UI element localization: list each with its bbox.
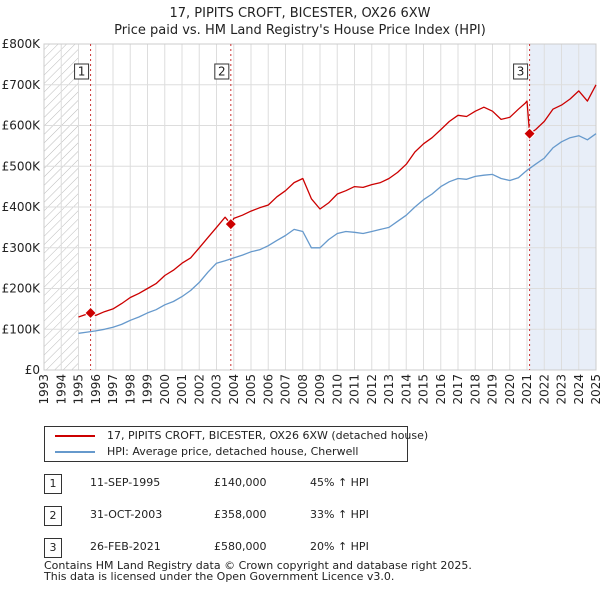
footer-copyright: Contains HM Land Registry data © Crown c… — [44, 559, 472, 572]
x-tick-label: 2018 — [468, 374, 482, 405]
x-tick-label: 2024 — [572, 374, 586, 405]
sale-point-marker — [84, 306, 97, 320]
x-tick-label: 2007 — [279, 374, 293, 405]
legend-label-hpi: HPI: Average price, detached house, Cher… — [107, 445, 359, 458]
x-tick-label: 2014 — [399, 374, 413, 405]
x-tick-label: 2011 — [348, 374, 362, 405]
x-tick-label: 2012 — [365, 374, 379, 405]
x-tick-label: 2002 — [192, 374, 206, 405]
legend-swatch-property — [55, 435, 95, 437]
sale-date: 11-SEP-1995 — [90, 476, 161, 489]
legend-label-property: 17, PIPITS CROFT, BICESTER, OX26 6XW (de… — [107, 429, 429, 442]
series-line — [78, 84, 597, 318]
x-tick-label: 2017 — [451, 374, 465, 405]
y-tick-label: £0 — [25, 363, 40, 377]
y-tick-label: £300K — [2, 241, 42, 255]
chart-subtitle: Price paid vs. HM Land Registry's House … — [114, 23, 486, 38]
y-tick-label: £400K — [2, 200, 42, 214]
x-tick-label: 2020 — [503, 374, 517, 405]
x-tick-label: 2000 — [158, 374, 172, 405]
y-tick-label: £700K — [2, 78, 42, 92]
sale-row: 2 31-OCT-2003 £358,000 33% ↑ HPI — [44, 506, 464, 526]
x-tick-label: 2021 — [520, 374, 534, 405]
x-tick-label: 2003 — [210, 374, 224, 405]
series-line — [78, 133, 597, 334]
sale-number-badge: 2 — [44, 506, 62, 526]
plot-frame — [43, 43, 597, 371]
y-tick-label: £200K — [2, 282, 42, 296]
sale-marker-label: 1 — [78, 65, 86, 79]
sale-hpi-diff: 33% ↑ HPI — [310, 508, 369, 521]
sale-marker-label: 2 — [218, 65, 226, 79]
x-tick-label: 1997 — [106, 374, 120, 405]
x-tick-label: 2008 — [296, 374, 310, 405]
footer: Contains HM Land Registry data © Crown c… — [44, 560, 472, 582]
x-tick-label: 2001 — [175, 374, 189, 405]
y-tick-label: £500K — [2, 159, 42, 173]
x-tick-label: 2023 — [555, 374, 569, 405]
sale-hpi-diff: 20% ↑ HPI — [310, 540, 369, 553]
sale-price: £358,000 — [214, 508, 267, 521]
x-tick-label: 2019 — [486, 374, 500, 405]
sale-date: 26-FEB-2021 — [90, 540, 161, 553]
x-tick-label: 1994 — [54, 374, 68, 405]
sale-point-marker — [224, 217, 238, 231]
x-tick-label: 2006 — [261, 374, 275, 405]
sale-marker-box — [74, 63, 90, 80]
sale-marker-box — [513, 63, 529, 80]
x-tick-label: 2025 — [589, 374, 600, 405]
sale-marker-box — [214, 63, 230, 80]
legend-swatch-hpi — [55, 451, 95, 453]
sale-number-badge: 1 — [44, 474, 62, 494]
x-tick-label: 1996 — [89, 374, 103, 405]
chart-title: 17, PIPITS CROFT, BICESTER, OX26 6XW — [169, 6, 430, 21]
price-chart: 17, PIPITS CROFT, BICESTER, OX26 6XW Pri… — [2, 6, 600, 405]
x-tick-label: 2004 — [227, 374, 241, 405]
x-tick-label: 2016 — [434, 374, 448, 405]
footer-licence: This data is licensed under the Open Gov… — [44, 570, 395, 583]
x-tick-label: 2022 — [537, 374, 551, 405]
sale-price: £140,000 — [214, 476, 267, 489]
x-tick-label: 1998 — [123, 374, 137, 405]
plot-area: £0 £100K £200K £300K £400K £500K £600K £700K £80… — [2, 37, 600, 405]
sale-marker-label: 3 — [517, 65, 525, 79]
sale-row: 1 11-SEP-1995 £140,000 45% ↑ HPI — [44, 474, 464, 494]
x-tick-label: 1995 — [72, 374, 86, 405]
x-tick-label: 2015 — [417, 374, 431, 405]
y-tick-label: £600K — [2, 119, 42, 133]
sale-date: 31-OCT-2003 — [90, 508, 163, 521]
x-tick-label: 2010 — [330, 374, 344, 405]
sale-point-marker — [523, 127, 536, 141]
y-tick-label: £800K — [2, 37, 42, 51]
x-tick-label: 2005 — [244, 374, 258, 405]
x-tick-label: 2013 — [382, 374, 396, 405]
sale-price: £580,000 — [214, 540, 267, 553]
y-tick-label: £100K — [2, 322, 42, 336]
x-tick-label: 1999 — [141, 374, 155, 405]
x-tick-label: 1993 — [37, 374, 51, 405]
sale-row: 3 26-FEB-2021 £580,000 20% ↑ HPI — [44, 538, 464, 558]
sale-hpi-diff: 45% ↑ HPI — [310, 476, 369, 489]
legend: 17, PIPITS CROFT, BICESTER, OX26 6XW (de… — [44, 426, 428, 462]
sale-number-badge: 3 — [44, 538, 62, 558]
x-tick-label: 2009 — [313, 374, 327, 405]
